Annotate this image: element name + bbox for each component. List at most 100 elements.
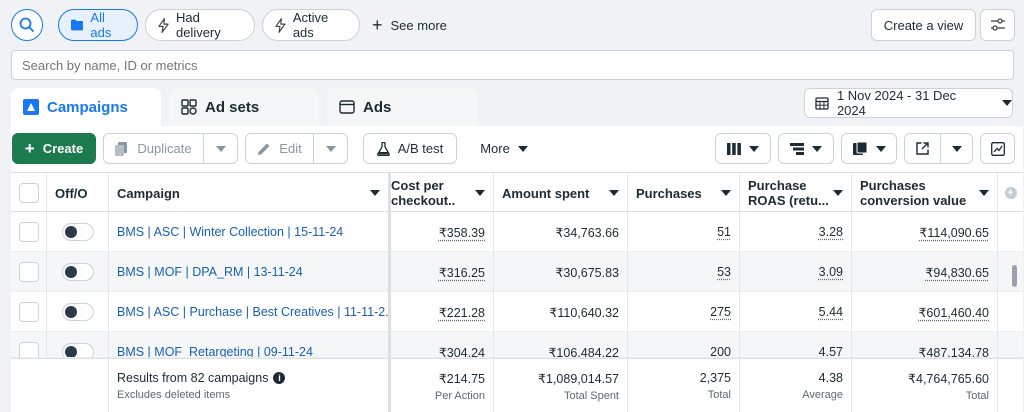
- campaign-name-link[interactable]: BMS | ASC | Winter Collection | 15-11-24: [109, 212, 391, 252]
- search-toggle-button[interactable]: [11, 9, 43, 41]
- lightning-icon: [275, 17, 286, 33]
- create-view-button[interactable]: Create a view: [871, 9, 976, 41]
- sliders-icon: [990, 18, 1005, 31]
- ab-test-button[interactable]: A/B test: [363, 133, 457, 164]
- column-header-cost-per-checkout[interactable]: Cost per checkout...: [391, 173, 494, 213]
- search-input[interactable]: [11, 50, 1014, 80]
- duplicate-icon: [115, 141, 128, 156]
- results-count-label: Results from 82 campaigns: [117, 371, 269, 385]
- roas-cell: 4.57: [740, 332, 852, 357]
- add-column-icon[interactable]: +: [1004, 187, 1017, 199]
- column-header-offon[interactable]: Off/O: [47, 173, 109, 213]
- breakdown-button[interactable]: [778, 133, 834, 164]
- reports-button[interactable]: [841, 133, 897, 164]
- vertical-scrollbar[interactable]: [1012, 265, 1017, 287]
- tab-ad-sets[interactable]: Ad sets: [169, 88, 319, 126]
- table-row[interactable]: BMS | ASC | Purchase | Best Creatives | …: [11, 292, 1023, 332]
- campaign-toggle[interactable]: [61, 303, 94, 321]
- column-header-amount-spent[interactable]: Amount spent: [494, 173, 628, 213]
- columns-button[interactable]: [715, 133, 771, 164]
- filter-all-ads-label: All ads: [90, 10, 112, 40]
- export-dropdown[interactable]: [940, 133, 973, 164]
- roas-cell: 3.28: [740, 212, 852, 252]
- chevron-down-icon: [749, 145, 759, 152]
- create-button[interactable]: + Create: [12, 133, 96, 164]
- chevron-down-icon: [517, 145, 528, 152]
- breakdown-icon: [790, 142, 804, 155]
- cost-per-checkout-cell: ₹221.28: [391, 292, 494, 332]
- charts-button[interactable]: [980, 133, 1015, 164]
- more-button[interactable]: More: [472, 133, 536, 164]
- plus-icon: +: [24, 139, 35, 158]
- row-checkbox[interactable]: [18, 302, 39, 322]
- table-row[interactable]: BMS | MOF_Retargeting | 09-11-24 ₹304.24…: [11, 332, 1023, 358]
- campaign-toggle[interactable]: [61, 263, 94, 281]
- export-button[interactable]: [904, 133, 941, 164]
- edit-dropdown[interactable]: [313, 133, 348, 164]
- table-row[interactable]: BMS | ASC | Winter Collection | 15-11-24…: [11, 212, 1023, 252]
- footer-purchases: 2,375 Total: [628, 359, 740, 412]
- campaign-name-link[interactable]: BMS | ASC | Purchase | Best Creatives | …: [109, 292, 391, 332]
- cost-per-checkout-cell: ₹304.24: [391, 332, 494, 357]
- campaign-toggle[interactable]: [61, 223, 94, 241]
- folder-icon: [71, 19, 84, 31]
- column-header-conv-value[interactable]: Purchases conversion value: [852, 173, 998, 213]
- search-icon: [19, 17, 35, 33]
- column-header-roas[interactable]: Purchase ROAS (retu...: [740, 173, 852, 213]
- chart-line-icon: [990, 141, 1005, 156]
- edit-label: Edit: [279, 141, 302, 156]
- filter-active-ads[interactable]: Active ads: [262, 9, 360, 41]
- campaign-name-link[interactable]: BMS | MOF | DPA_RM | 13-11-24: [109, 252, 391, 292]
- chevron-down-icon: [215, 145, 226, 152]
- see-more-button[interactable]: + See more: [372, 9, 447, 41]
- tab-campaigns[interactable]: Campaigns: [11, 88, 161, 126]
- tab-ads[interactable]: Ads: [327, 88, 477, 126]
- chevron-down-icon: [951, 145, 962, 152]
- flask-icon: [376, 141, 390, 156]
- sort-caret-icon: [979, 190, 989, 196]
- amount-spent-cell: ₹30,675.83: [494, 252, 628, 292]
- filter-had-delivery[interactable]: Had delivery: [145, 9, 255, 41]
- campaign-toggle[interactable]: [61, 343, 94, 357]
- edit-button[interactable]: Edit: [245, 133, 314, 164]
- roas-cell: 5.44: [740, 292, 852, 332]
- purchases-cell: 200: [628, 332, 740, 357]
- date-range-picker[interactable]: 1 Nov 2024 - 31 Dec 2024: [804, 88, 1013, 118]
- info-icon[interactable]: i: [273, 372, 286, 384]
- column-header-purchases[interactable]: Purchases: [628, 173, 740, 213]
- duplicate-dropdown[interactable]: [203, 133, 238, 164]
- table-header: Off/O Campaign Cost per checkout... Amou…: [11, 172, 1023, 213]
- reports-icon: [852, 142, 867, 155]
- column-header-campaign[interactable]: Campaign: [109, 173, 389, 213]
- row-checkbox[interactable]: [18, 262, 39, 282]
- tab-ads-label: Ads: [363, 98, 392, 116]
- footer-conv-value: ₹4,764,765.60 Total: [852, 359, 998, 412]
- table-row[interactable]: BMS | MOF | DPA_RM | 13-11-24 ₹316.25 ₹3…: [11, 252, 1023, 292]
- amount-spent-cell: ₹106,484.22: [494, 332, 628, 357]
- amount-spent-cell: ₹110,640.32: [494, 292, 628, 332]
- row-checkbox[interactable]: [18, 342, 39, 357]
- footer-amount-spent: ₹1,089,014.57 Total Spent: [494, 359, 628, 412]
- filter-settings-button[interactable]: [980, 9, 1015, 41]
- create-label: Create: [42, 141, 84, 156]
- conv-value-cell: ₹487,134.78: [852, 332, 998, 357]
- row-checkbox[interactable]: [18, 222, 39, 242]
- campaign-name-link[interactable]: BMS | MOF_Retargeting | 09-11-24: [109, 332, 391, 357]
- select-all-checkbox[interactable]: [18, 183, 39, 203]
- filter-all-ads[interactable]: All ads: [58, 9, 138, 41]
- plus-icon: +: [372, 15, 383, 35]
- campaign-flag-icon: [23, 99, 39, 115]
- roas-cell: 3.09: [740, 252, 852, 292]
- ad-sets-grid-icon: [181, 99, 197, 115]
- sort-caret-icon: [833, 190, 843, 196]
- results-summary-row: Results from 82 campaigns i Excludes del…: [11, 358, 1023, 412]
- ad-window-icon: [339, 100, 355, 114]
- export-icon: [916, 142, 929, 155]
- conv-value-cell: ₹601,460.40: [852, 292, 998, 332]
- chevron-down-icon: [875, 145, 886, 152]
- add-column-cell: +: [998, 173, 1023, 213]
- purchases-cell: 51: [628, 212, 740, 252]
- duplicate-button[interactable]: Duplicate: [103, 133, 204, 164]
- sort-caret-icon: [370, 190, 380, 196]
- excludes-deleted-label: Excludes deleted items: [117, 389, 231, 401]
